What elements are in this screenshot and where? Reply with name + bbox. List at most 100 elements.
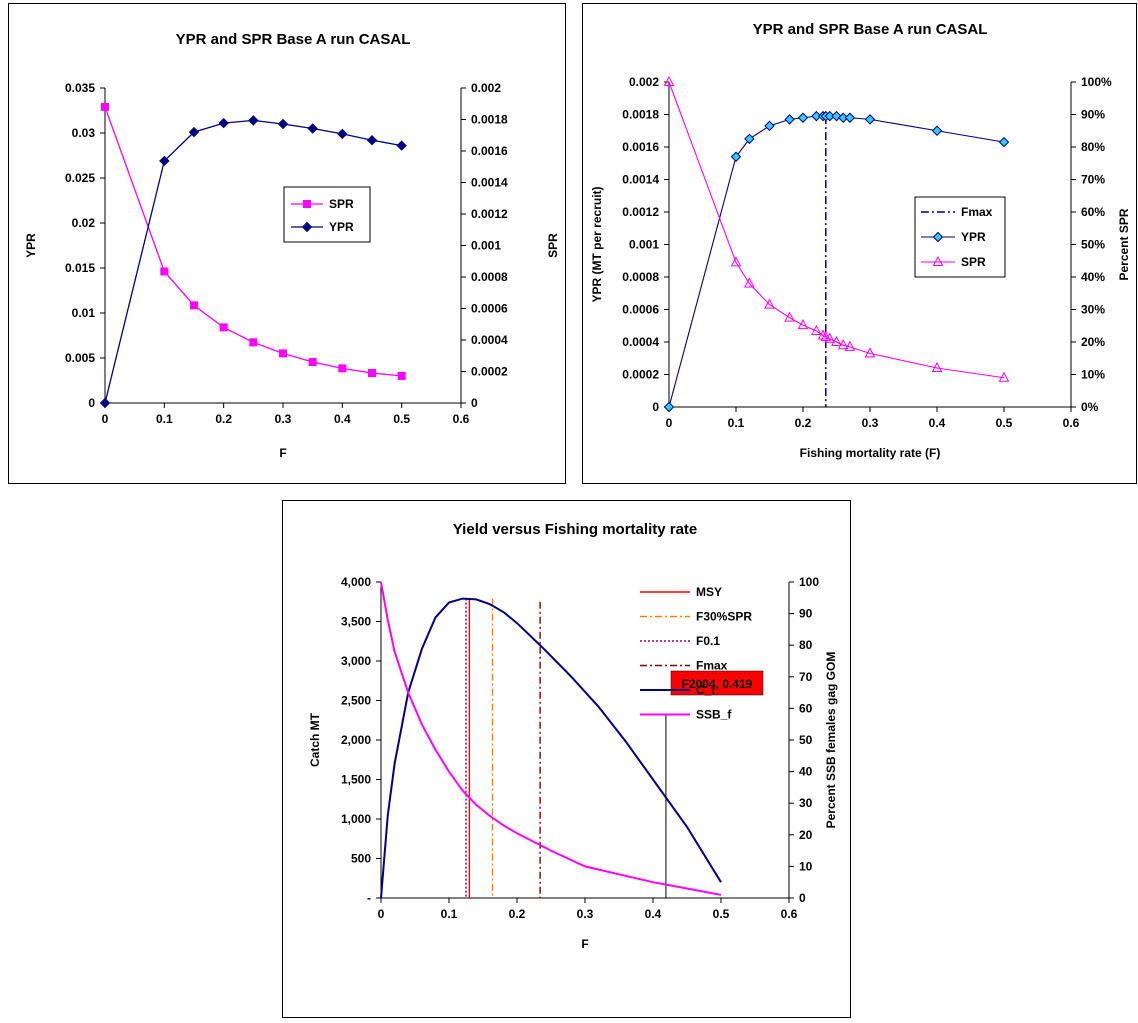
ypr-spr-chart-left: YPR and SPR Base A run CASAL 0 0.1 0.2 0.3 0.… [8, 3, 566, 484]
y-tick-label: 0.0008 [622, 270, 659, 284]
data-point-ypr [784, 114, 795, 125]
legend-label-spr: SPR [329, 197, 354, 211]
data-point-ypr [998, 136, 1010, 148]
y2-tick-label: 10 [799, 859, 813, 873]
legend-label-c-f: C_f [696, 683, 716, 697]
data-point-spr [160, 267, 169, 276]
y2-tick-label: 0.0012 [471, 207, 508, 221]
y2-tick-label: 70% [1081, 173, 1105, 187]
y-tick-label: 0 [652, 400, 659, 414]
x-tick-label: 0.5 [713, 907, 730, 921]
y2-tick-label: 0 [471, 396, 478, 410]
x-tick-label: 0.3 [577, 907, 594, 921]
data-point-spr [730, 256, 742, 267]
data-point-ypr [663, 401, 675, 413]
data-point-ypr [277, 118, 289, 130]
x-tick-label: 0.6 [781, 907, 798, 921]
y2-tick-label: 30 [799, 796, 813, 810]
f2004-annotation-label: F2004, 0.419 [682, 677, 753, 691]
y2-axis-label: SPR [546, 233, 560, 258]
data-point-ypr [366, 134, 378, 146]
y2-tick-label: 100 [799, 575, 819, 589]
y-tick-label: 0.0002 [622, 368, 659, 382]
data-point-spr [784, 311, 795, 322]
y-tick-label: 0.0004 [622, 335, 659, 349]
y2-tick-label: 80 [799, 638, 813, 652]
data-point-spr [824, 332, 836, 343]
data-point-spr [190, 301, 198, 310]
x-tick-label: 0.4 [645, 907, 662, 921]
y2-tick-label: 50 [799, 733, 813, 747]
y2-tick-label: 60% [1081, 205, 1105, 219]
chart-title: Yield versus Fishing mortality rate [453, 521, 698, 538]
y2-tick-label: 20% [1081, 335, 1105, 349]
y2-tick-label: 80% [1081, 140, 1105, 154]
y2-tick-label: 10% [1081, 368, 1105, 382]
y2-tick-label: 0.0004 [471, 333, 508, 347]
data-point-spr [279, 349, 287, 358]
y-tick-label: 0.0018 [622, 108, 659, 122]
y-tick-label: 0.002 [629, 75, 659, 89]
ypr-spr-chart-left-plot: YPR and SPR Base A run CASAL 0 0.1 0.2 0.3 0.… [24, 31, 560, 460]
x-tick-label: 0.1 [156, 412, 173, 426]
y-tick-label: 1,000 [341, 812, 371, 826]
x-tick-label: 0.5 [996, 416, 1013, 430]
y2-tick-label: 90% [1081, 108, 1105, 122]
y-tick-label: 0.035 [65, 81, 95, 95]
y-tick-label: 0.025 [65, 171, 95, 185]
y2-axis-label: Percent SSB females gag GOM [824, 652, 838, 829]
data-point-ypr [396, 140, 407, 151]
legend-label-fmax: Fmax [696, 659, 728, 673]
y-tick-label: 0.0016 [622, 140, 659, 154]
data-point-ypr [188, 126, 200, 138]
y2-tick-label: 30% [1081, 303, 1105, 317]
y-tick-label: 0.01 [72, 306, 96, 320]
x-tick-label: 0.2 [509, 907, 526, 921]
legend-marker-spr [932, 255, 944, 266]
x-tick-label: 0 [666, 416, 673, 430]
data-point-spr [837, 339, 849, 350]
data-point-ypr [248, 115, 259, 126]
x-axis-label: Fishing mortality rate (F) [800, 446, 941, 460]
x-tick-label: 0 [378, 907, 385, 921]
y-tick-label: 3,000 [341, 654, 371, 668]
y-tick-label: 0.0012 [622, 205, 659, 219]
data-point-ypr [337, 128, 348, 140]
x-tick-label: 0.3 [862, 416, 879, 430]
chart-title: YPR and SPR Base A run CASAL [753, 21, 988, 38]
x-tick-label: 0 [102, 412, 109, 426]
y-tick-label: 0 [88, 396, 95, 410]
legend-label-ypr: YPR [329, 220, 354, 234]
y-tick-label: 0.001 [629, 238, 659, 252]
ypr-spr-chart-right: YPR and SPR Base A run CASAL 0 0.1 0.2 0.3 0.… [582, 3, 1137, 484]
data-point-spr [101, 102, 109, 111]
x-axis-label: F [581, 937, 588, 951]
y-tick-label: 0.015 [65, 261, 95, 275]
y2-tick-label: 0.0018 [471, 113, 508, 127]
ypr-spr-chart-right-plot: YPR and SPR Base A run CASAL 0 0.1 0.2 0.3 0.… [590, 21, 1131, 460]
x-tick-label: 0.6 [453, 412, 470, 426]
y2-tick-label: 40% [1081, 270, 1105, 284]
y-tick-label: 0.02 [72, 216, 96, 230]
series-line-ypr [104, 119, 402, 404]
y2-tick-label: 60 [799, 701, 813, 715]
y-tick-label: 1,500 [341, 773, 371, 787]
data-point-ypr [730, 151, 742, 162]
data-point-spr [219, 323, 228, 332]
x-tick-label: 0.1 [441, 907, 458, 921]
y-tick-label: 3,500 [341, 615, 371, 629]
y2-tick-label: 0.002 [471, 81, 501, 95]
y-tick-label: 0.0006 [622, 303, 659, 317]
x-tick-label: 0.4 [334, 412, 351, 426]
y-tick-label: 0.005 [65, 351, 95, 365]
x-tick-label: 0.2 [215, 412, 232, 426]
legend-marker-spr [303, 200, 311, 208]
y-tick-label: 0.0014 [622, 173, 659, 187]
legend-box [283, 186, 371, 243]
data-point-spr [864, 347, 876, 358]
data-point-ypr [218, 117, 229, 129]
legend-marker-ypr [932, 231, 944, 243]
x-tick-label: 0.1 [728, 416, 745, 430]
y2-tick-label: 90 [799, 607, 813, 621]
legend-label-fmax: Fmax [961, 205, 993, 219]
